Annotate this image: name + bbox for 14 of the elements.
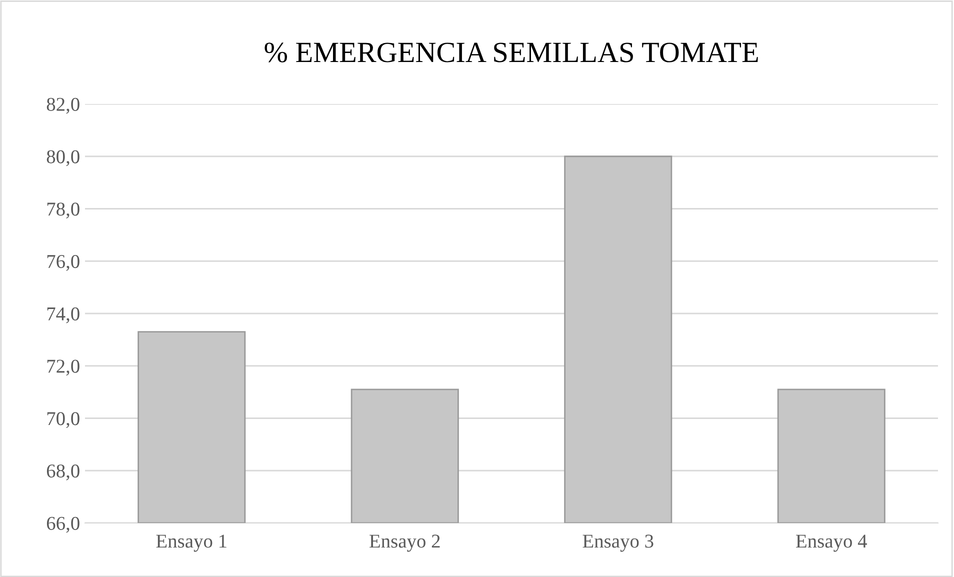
y-tick-label: 66,0 [46,516,80,533]
y-tick-label: 78,0 [47,202,80,218]
y-tick-label: 76,0 [47,254,80,271]
chart-title: % EMERGENCIA SEMILLAS TOMATE [264,42,758,62]
y-tick-label: 82,0 [46,98,80,114]
x-tick-label: Ensayo 1 [156,534,226,552]
y-tick-label: 74,0 [47,307,80,324]
y-tick-label: 70,0 [47,412,80,428]
y-tick-label: 68,0 [46,464,80,480]
x-tick-label: Ensayo 3 [582,534,654,552]
y-tick-label: 72,0 [47,360,80,376]
y-tick-label: 80,0 [46,150,80,166]
x-tick-label: Ensayo 2 [370,534,440,552]
x-tick-label: Ensayo 4 [796,534,867,552]
